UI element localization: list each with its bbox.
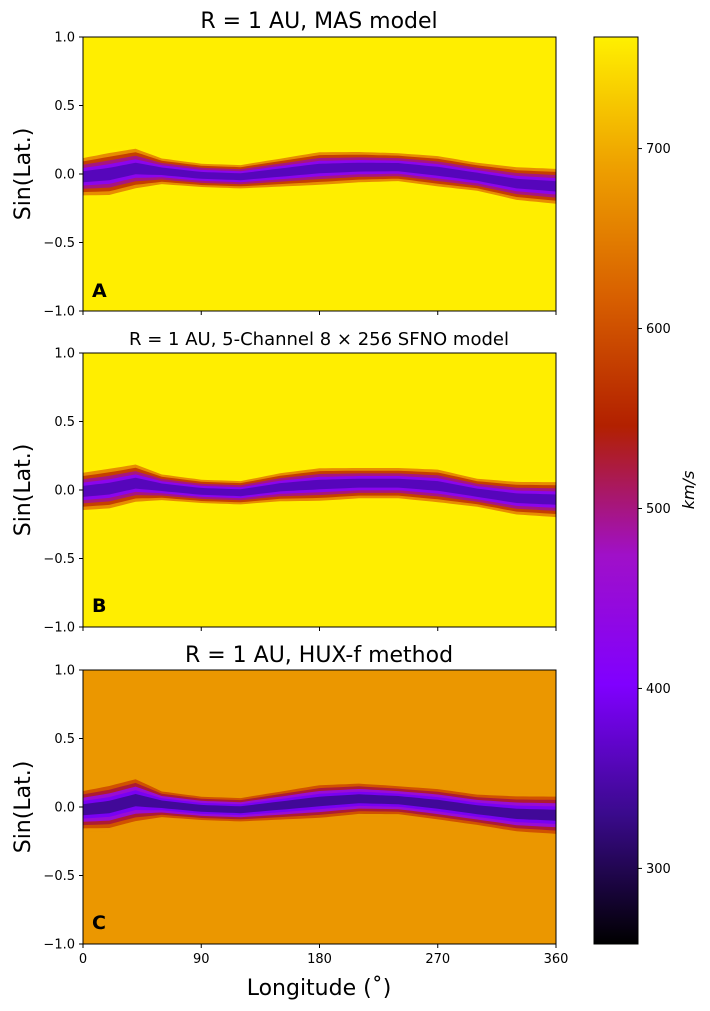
panel-c-x-ticks: 0 90 180 270 360 — [79, 944, 569, 967]
panel-c-title: R = 1 AU, HUX-f method — [185, 643, 453, 668]
colorbar-frame — [593, 36, 639, 945]
y-tick-label: 0.5 — [54, 99, 75, 114]
panel-a-x-ticks — [82, 311, 557, 315]
panel-a: R = 1 AU, MAS model −1.0 −0.5 0.0 0.5 1.0 Si… — [11, 9, 557, 320]
colorbar-label: km/s — [679, 471, 698, 510]
panel-a-y-label: Sin(Lat.) — [11, 128, 36, 221]
x-tick-label: 90 — [193, 952, 210, 967]
panel-b-letter: B — [92, 595, 106, 617]
y-tick-label: 0.0 — [54, 484, 75, 499]
y-tick-label: −1.0 — [43, 621, 75, 636]
panel-c: R = 1 AU, HUX-f method −1.0 −0.5 0.0 0.5 1.0… — [11, 643, 568, 1001]
x-tick-label: 0 — [79, 952, 87, 967]
colorbar-tick-label: 300 — [646, 862, 671, 877]
colorbar: 300 400 500 600 700 km/s — [593, 36, 698, 945]
x-tick-label: 270 — [425, 952, 450, 967]
colorbar-tick-label: 400 — [646, 682, 671, 697]
panel-a-y-ticks: −1.0 −0.5 0.0 0.5 1.0 — [43, 31, 83, 320]
y-tick-label: −1.0 — [43, 938, 75, 953]
panel-b: R = 1 AU, 5-Channel 8 × 256 SFNO model −… — [11, 329, 557, 636]
panel-b-title: R = 1 AU, 5-Channel 8 × 256 SFNO model — [129, 329, 509, 350]
panel-a-title: R = 1 AU, MAS model — [200, 9, 437, 34]
current-sheet-band — [83, 477, 556, 505]
panel-b-x-ticks — [82, 627, 557, 631]
x-tick-label: 360 — [544, 952, 569, 967]
colorbar-ticks: 300 400 500 600 700 — [638, 142, 671, 877]
panel-c-y-ticks: −1.0 −0.5 0.0 0.5 1.0 — [43, 664, 83, 953]
panel-a-letter: A — [92, 280, 107, 302]
y-tick-label: 0.0 — [54, 168, 75, 183]
panel-b-heatmap — [83, 353, 556, 627]
panel-c-heatmap — [83, 670, 556, 944]
y-tick-label: 1.0 — [54, 664, 75, 679]
current-sheet-band — [83, 794, 556, 821]
panel-a-heatmap — [83, 37, 556, 311]
colorbar-tick-label: 600 — [646, 322, 671, 337]
y-tick-label: −1.0 — [43, 305, 75, 320]
y-tick-label: −0.5 — [43, 236, 75, 251]
y-tick-label: 1.0 — [54, 31, 75, 46]
panel-b-y-ticks: −1.0 −0.5 0.0 0.5 1.0 — [43, 347, 83, 636]
y-tick-label: 0.5 — [54, 415, 75, 430]
colorbar-tick-label: 700 — [646, 142, 671, 157]
panel-c-y-label: Sin(Lat.) — [11, 761, 36, 854]
current-sheet-band — [83, 790, 556, 824]
colorbar-gradient — [594, 37, 638, 944]
colorbar-tick-label: 500 — [646, 502, 671, 517]
y-tick-label: −0.5 — [43, 869, 75, 884]
x-tick-label: 180 — [307, 952, 332, 967]
current-sheet-band — [83, 162, 556, 192]
y-tick-label: 1.0 — [54, 347, 75, 362]
y-tick-label: −0.5 — [43, 552, 75, 567]
panel-c-letter: C — [92, 912, 106, 934]
y-tick-label: 0.5 — [54, 732, 75, 747]
x-axis-label: Longitude (˚) — [247, 976, 392, 1001]
y-tick-label: 0.0 — [54, 801, 75, 816]
panel-b-y-label: Sin(Lat.) — [11, 444, 36, 537]
